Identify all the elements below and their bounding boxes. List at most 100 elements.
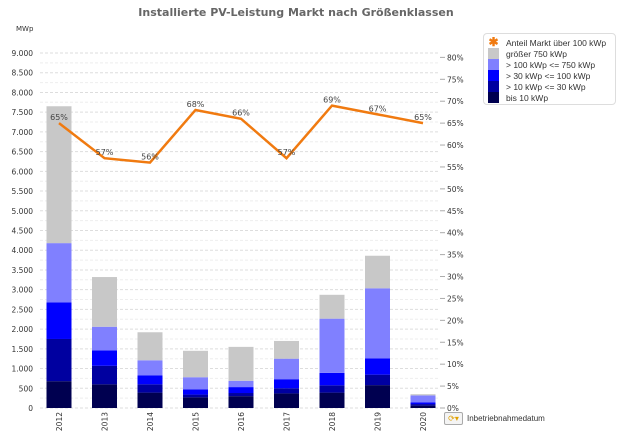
- bar-segment: [319, 372, 345, 386]
- y2-tick-label: 65%: [447, 119, 464, 128]
- y-axis-label: MWp: [16, 25, 34, 33]
- y2-tick-label: 55%: [447, 163, 464, 172]
- bar-segment: [183, 397, 208, 408]
- y2-tick-label: 15%: [447, 338, 464, 347]
- x-tick-label: 2015: [192, 412, 201, 431]
- y-tick-label: 8.000: [12, 88, 34, 97]
- bar-segment: [274, 388, 299, 394]
- legend-item: größer 750 kWp: [488, 48, 615, 59]
- bar-segment: [228, 346, 254, 381]
- bar-segment: [92, 277, 117, 327]
- x-tick-label: 2018: [328, 412, 337, 431]
- bar-segment: [365, 288, 390, 359]
- line-data-label: 56%: [141, 153, 159, 162]
- bar-segment: [410, 404, 436, 406]
- bar-segment: [319, 385, 345, 393]
- legend-item: > 10 kWp <= 30 kWp: [488, 81, 615, 92]
- y2-tick-label: 25%: [447, 294, 464, 303]
- y-tick-label: 6.000: [12, 167, 34, 176]
- legend-label: bis 10 kWp: [506, 92, 549, 103]
- y-tick-label: 0: [28, 404, 33, 413]
- y2-tick-label: 70%: [447, 97, 464, 106]
- bar-segment: [46, 338, 72, 382]
- bar-segment: [319, 392, 345, 408]
- x-tick-label: 2019: [374, 412, 383, 431]
- bar-segment: [183, 389, 208, 395]
- y2-tick-label: 40%: [447, 229, 464, 238]
- bar-segment: [274, 393, 299, 408]
- bar-segment: [365, 385, 390, 408]
- y-tick-label: 8.500: [12, 69, 34, 78]
- x-tick-label: 2020: [419, 412, 428, 431]
- bar-segment: [319, 318, 345, 373]
- y2-tick-label: 50%: [447, 185, 464, 194]
- legend-swatch: [488, 48, 499, 59]
- y-tick-label: 4.000: [12, 246, 34, 255]
- x-tick-label: 2016: [237, 412, 246, 431]
- y-tick-label: 7.000: [12, 128, 34, 137]
- line-data-label: 69%: [323, 96, 341, 105]
- y-tick-label: 500: [19, 384, 34, 393]
- y2-tick-label: 5%: [447, 382, 459, 391]
- bar-segment: [410, 394, 436, 396]
- bar-segment: [137, 384, 163, 393]
- bar-segment: [137, 360, 163, 376]
- line-data-label: 67%: [369, 104, 387, 113]
- bar-segment: [46, 381, 72, 408]
- bar-segment: [92, 365, 117, 385]
- line-data-label: 65%: [414, 113, 432, 122]
- line-series: [58, 104, 424, 164]
- y2-tick-label: 20%: [447, 316, 464, 325]
- cycle-dimension-button[interactable]: ⟳▾: [444, 412, 463, 425]
- y2-tick-label: 75%: [447, 75, 464, 84]
- legend: ✱ Anteil Markt über 100 kWp größer 750 kW…: [483, 33, 616, 105]
- bar-segment: [365, 374, 390, 386]
- bar-segment: [228, 393, 254, 397]
- bar-segment: [183, 394, 208, 398]
- legend-item: bis 10 kWp: [488, 92, 615, 103]
- y-tick-label: 9.000: [12, 49, 34, 58]
- bar-segment: [274, 358, 299, 380]
- y-tick-label: 3.500: [12, 266, 34, 275]
- line-data-label: 57%: [96, 148, 114, 157]
- x-tick-label: 2012: [55, 412, 64, 431]
- y2-tick-label: 30%: [447, 273, 464, 282]
- legend-swatch: [488, 92, 499, 103]
- bar-segment: [46, 106, 72, 244]
- legend-label: > 100 kWp <= 750 kWp: [506, 59, 596, 70]
- y-tick-label: 4.500: [12, 227, 34, 236]
- bar-segment: [319, 294, 345, 319]
- legend-label: Anteil Markt über 100 kWp: [506, 37, 607, 48]
- bar-segment: [137, 375, 163, 385]
- bar-segment: [46, 302, 72, 339]
- y-tick-label: 2.500: [12, 305, 34, 314]
- y-tick-label: 1.000: [12, 365, 34, 374]
- bar-segment: [228, 396, 254, 408]
- y2-tick-label: 60%: [447, 141, 464, 150]
- line-data-label: 65%: [50, 113, 68, 122]
- y2-tick-label: 35%: [447, 251, 464, 260]
- legend-item: > 100 kWp <= 750 kWp: [488, 59, 615, 70]
- bar-segment: [228, 380, 254, 388]
- y2-tick-label: 45%: [447, 207, 464, 216]
- y2-tick-label: 10%: [447, 360, 464, 369]
- legend-swatch: [488, 70, 499, 81]
- bar-segment: [274, 379, 299, 389]
- line-data-label: 57%: [278, 148, 296, 157]
- bar-segment: [410, 405, 436, 408]
- bar-segment: [183, 350, 208, 378]
- bar-segment: [365, 255, 390, 289]
- y2-tick-label: 80%: [447, 53, 464, 62]
- bar-segment: [137, 332, 163, 361]
- bar-segment: [92, 350, 117, 366]
- bar-segment: [410, 402, 436, 405]
- legend-label: > 10 kWp <= 30 kWp: [506, 81, 586, 92]
- y-tick-label: 1.500: [12, 345, 34, 354]
- x-tick-label: 2014: [146, 412, 155, 431]
- bar-segment: [365, 358, 390, 375]
- y-tick-label: 7.500: [12, 108, 34, 117]
- line-data-label: 68%: [187, 100, 205, 109]
- bar-segment: [410, 395, 436, 403]
